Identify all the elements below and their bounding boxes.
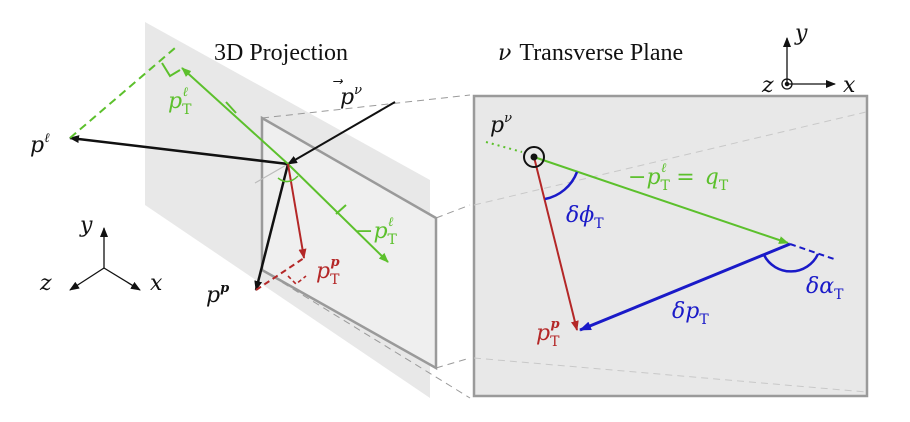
lepton-dashed-projection <box>69 47 176 139</box>
tick-mark <box>335 204 347 215</box>
label-qT-equation: −pTℓ = qT <box>628 161 729 194</box>
projection-guide-lines <box>261 94 471 399</box>
projection-3d <box>69 22 471 399</box>
axis-z-label-left: z <box>39 271 52 296</box>
axis-z-label-right: z <box>761 73 774 98</box>
proton-momentum-arrow <box>254 163 290 291</box>
label-lepton-transverse: pTℓ <box>168 85 192 118</box>
proton-transverse-arrow-2d <box>533 156 579 331</box>
projection-guide-lines-right <box>473 111 867 393</box>
delta-pT-arrow <box>579 242 791 332</box>
label-neutrino-momentum: pν <box>340 83 362 110</box>
axis-x-label-right: x <box>843 73 856 98</box>
proton-transverse-arrow <box>287 163 307 259</box>
label-proton-momentum: pp <box>206 281 229 308</box>
qT-dashed-extension <box>789 243 835 260</box>
title-transverse-plane: ν Transverse Plane <box>498 40 683 66</box>
proton-right-angle-mark <box>287 275 307 286</box>
axes-transverse <box>781 37 836 90</box>
label-delta-phi: δϕT <box>566 203 604 232</box>
neutrino-dotted-line <box>485 141 523 153</box>
label-proton-transverse-2d: pTp <box>536 317 560 350</box>
axes-3d <box>69 227 141 291</box>
transverse-plane-panel <box>472 94 869 398</box>
axis-y-label-left: y <box>79 213 93 238</box>
neutrino-dot <box>530 153 538 161</box>
tick-mark <box>225 101 237 114</box>
label-neutrino-momentum-2d: pν <box>490 111 512 138</box>
label-minus-lepton-transverse: −pTℓ <box>355 215 398 248</box>
lepton-transverse-arrow <box>181 67 289 165</box>
axis-y-label-right: y <box>794 21 808 46</box>
transverse-plane-box <box>472 94 869 398</box>
axis-x-label-left: x <box>150 271 163 296</box>
label-lepton-momentum: pℓ <box>30 131 50 158</box>
lepton-right-angle-mark <box>161 62 181 78</box>
label-delta-alpha: δαT <box>806 274 844 303</box>
neutrino-out-of-page-icon <box>523 146 545 168</box>
angle-arc-3d <box>277 175 299 183</box>
delta-phi-arc <box>544 171 579 201</box>
label-proton-transverse-3d: pTp <box>316 255 340 288</box>
delta-alpha-arc <box>762 253 820 273</box>
qT-arrow <box>533 156 789 244</box>
vector-arrow: ⃗ <box>333 79 344 84</box>
neutrino-continuation <box>254 163 289 184</box>
label-delta-pT: δpT <box>672 299 709 328</box>
neutrino-momentum-arrow <box>287 101 396 165</box>
lepton-momentum-arrow <box>69 135 289 166</box>
title-3d-projection: 3D Projection <box>214 40 348 66</box>
